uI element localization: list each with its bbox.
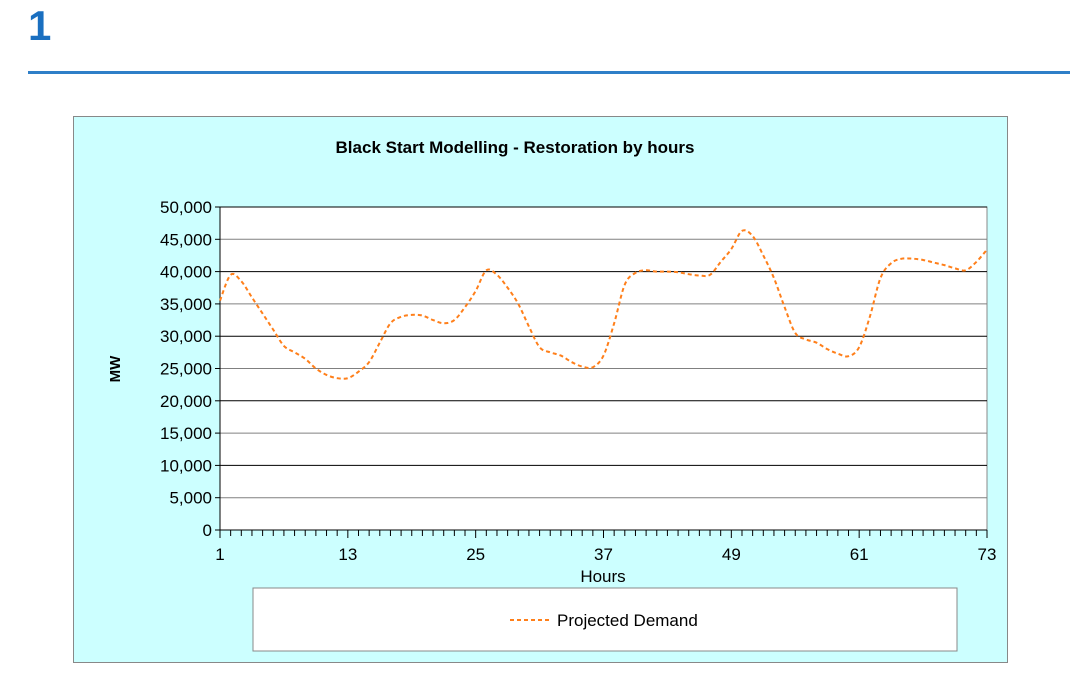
header-rule [28, 71, 1070, 74]
y-tick-label: 50,000 [160, 198, 212, 217]
y-tick-label: 5,000 [169, 489, 212, 508]
chart-title: Black Start Modelling - Restoration by h… [336, 138, 695, 157]
y-tick-label: 10,000 [160, 456, 212, 475]
y-tick-label: 40,000 [160, 263, 212, 282]
x-tick-label: 61 [850, 545, 869, 564]
y-tick-label: 35,000 [160, 295, 212, 314]
y-tick-label: 0 [203, 521, 212, 540]
x-tick-label: 49 [722, 545, 741, 564]
y-axis-label: MW [107, 355, 124, 382]
x-tick-label: 1 [215, 545, 224, 564]
y-tick-label: 20,000 [160, 392, 212, 411]
x-tick-label: 73 [978, 545, 997, 564]
series-line-projected-demand [219, 229, 988, 380]
y-tick-label: 25,000 [160, 360, 212, 379]
slide-number: 1 [28, 2, 52, 49]
legend [252, 587, 958, 652]
x-tick-label: 25 [466, 545, 485, 564]
y-tick-label: 45,000 [160, 230, 212, 249]
y-tick-label: 30,000 [160, 327, 212, 346]
x-axis-label: Hours [580, 567, 625, 586]
x-tick-label: 37 [594, 545, 613, 564]
x-tick-label: 13 [338, 545, 357, 564]
legend-label: Projected Demand [557, 611, 698, 630]
y-tick-label: 15,000 [160, 424, 212, 443]
